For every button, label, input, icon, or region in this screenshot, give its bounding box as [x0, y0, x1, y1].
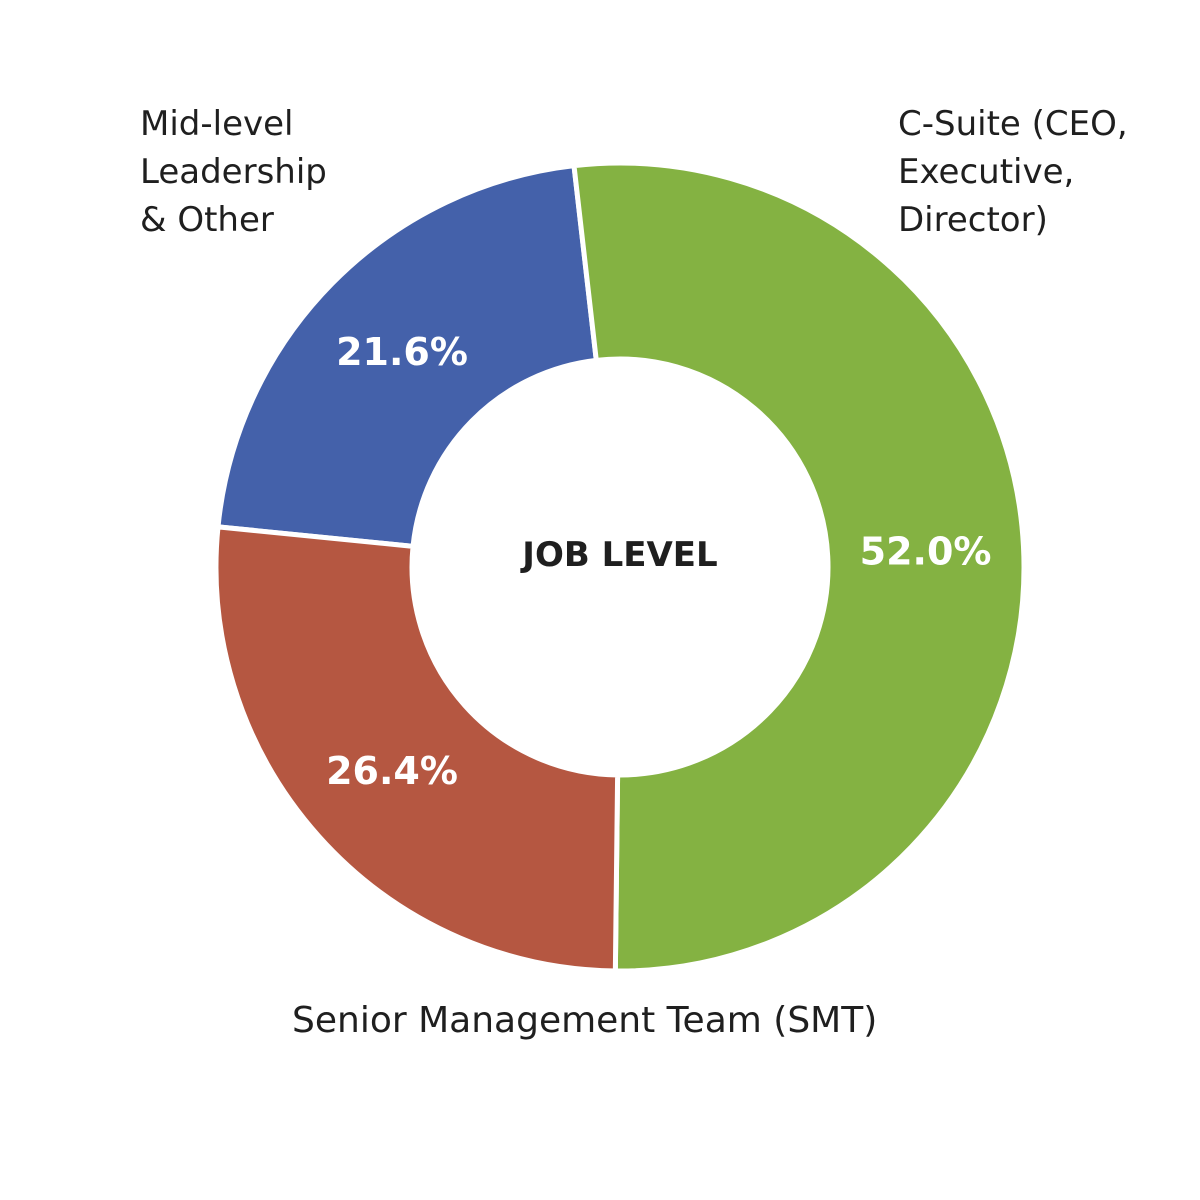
slice-value-label: 21.6% [336, 330, 468, 374]
category-label-line: Director) [898, 200, 1048, 240]
category-label-mid-level: Mid-level Leadership & Other [140, 100, 327, 244]
category-label-line: Leadership [140, 152, 327, 192]
donut-slice [571, 160, 1027, 974]
category-label-smt: Senior Management Team (SMT) [292, 1000, 878, 1041]
chart-center-title: JOB LEVEL [520, 535, 717, 575]
category-label-line: Mid-level [140, 104, 294, 144]
donut-value-labels: 21.6% 52.0% 26.4% [326, 330, 991, 793]
category-label-line: C-Suite (CEO, [898, 104, 1128, 144]
donut-slice [215, 163, 599, 549]
slice-value-label: 26.4% [326, 749, 458, 793]
donut-slice [213, 524, 621, 974]
slice-value-label: 52.0% [860, 529, 992, 573]
category-label-line: Executive, [898, 152, 1075, 192]
category-label-c-suite: C-Suite (CEO, Executive, Director) [898, 100, 1128, 244]
category-label-line: & Other [140, 200, 274, 240]
donut-slices [213, 160, 1027, 974]
